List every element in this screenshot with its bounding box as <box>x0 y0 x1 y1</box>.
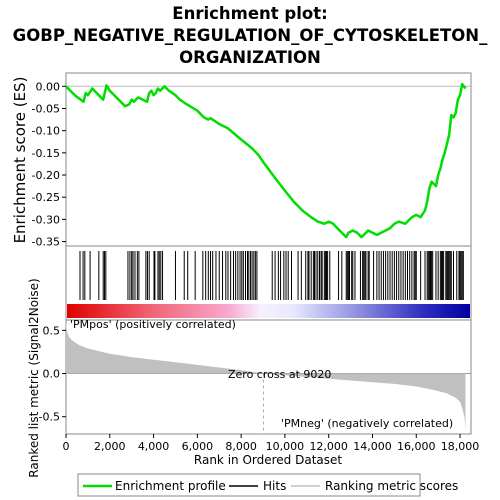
x-tick-label: 6,000 <box>182 440 214 453</box>
x-tick-label: 10,000 <box>266 440 305 453</box>
x-tick-label: 18,000 <box>441 440 480 453</box>
hits-lines <box>79 251 464 300</box>
legend-label-hits: Hits <box>263 479 286 493</box>
x-tick-label: 8,000 <box>225 440 257 453</box>
x-axis-label: Rank in Ordered Dataset <box>194 453 342 467</box>
zero-cross-label: Zero cross at 9020 <box>228 368 331 381</box>
x-tick-label: 14,000 <box>353 440 392 453</box>
es-y-tick-label: -0.30 <box>32 213 60 226</box>
metric-y-axis-label: Ranked list metric (Signal2Noise) <box>27 278 41 477</box>
pos-label: 'PMpos' (positively correlated) <box>70 318 236 331</box>
es-y-axis-label: Enrichment score (ES) <box>11 77 29 244</box>
enrichment-profile-line <box>65 82 467 239</box>
metric-y-tick-label: -0.5 <box>39 411 60 424</box>
chart-title: Enrichment plot: GOBP_NEGATIVE_REGULATIO… <box>0 3 500 69</box>
legend: Enrichment profile Hits Ranking metric s… <box>77 473 458 497</box>
title-line-1: Enrichment plot: <box>172 4 328 23</box>
es-y-tick-label: -0.35 <box>32 236 60 249</box>
es-y-tick-label: -0.05 <box>32 102 60 115</box>
x-tick-label: 12,000 <box>309 440 348 453</box>
x-tick-label: 0 <box>63 440 70 453</box>
es-y-tick-label: -0.10 <box>32 125 60 138</box>
es-panel: 0.00 -0.05 -0.10 -0.15 -0.20 -0.25 -0.30 -0.35 <box>32 80 471 249</box>
metric-y-tick-label: 0.5 <box>43 324 61 337</box>
title-line-3: ORGANIZATION <box>179 48 321 67</box>
metric-y-axis: 0.5 0.0 -0.5 <box>39 324 66 424</box>
es-y-tick-label: -0.15 <box>32 147 60 160</box>
metric-area <box>66 321 466 430</box>
x-tick-label: 4,000 <box>138 440 170 453</box>
title-line-2: GOBP_NEGATIVE_REGULATION_OF_CYTOSKELETON… <box>12 26 488 45</box>
rank-color-bar <box>67 304 470 318</box>
legend-box <box>77 473 421 497</box>
neg-label: 'PMneg' (negatively correlated) <box>281 417 453 430</box>
es-y-tick-label: -0.25 <box>32 191 60 204</box>
es-y-tick-label: 0.00 <box>36 80 61 93</box>
x-axis: 0 2,000 4,000 6,000 8,000 10,000 12,000 14,000 1… <box>63 434 480 453</box>
legend-label-enrichment: Enrichment profile <box>115 479 226 493</box>
metric-y-tick-label: 0.0 <box>43 368 61 381</box>
x-tick-label: 16,000 <box>397 440 436 453</box>
metric-panel: 0.5 0.0 -0.5 'PMpos' (positively correlate… <box>39 318 471 434</box>
x-tick-label: 2,000 <box>94 440 126 453</box>
es-y-axis: 0.00 -0.05 -0.10 -0.15 -0.20 -0.25 -0.30 -0.35 <box>32 80 66 249</box>
legend-label-ranking: Ranking metric scores <box>325 479 458 493</box>
es-y-tick-label: -0.20 <box>32 169 60 182</box>
